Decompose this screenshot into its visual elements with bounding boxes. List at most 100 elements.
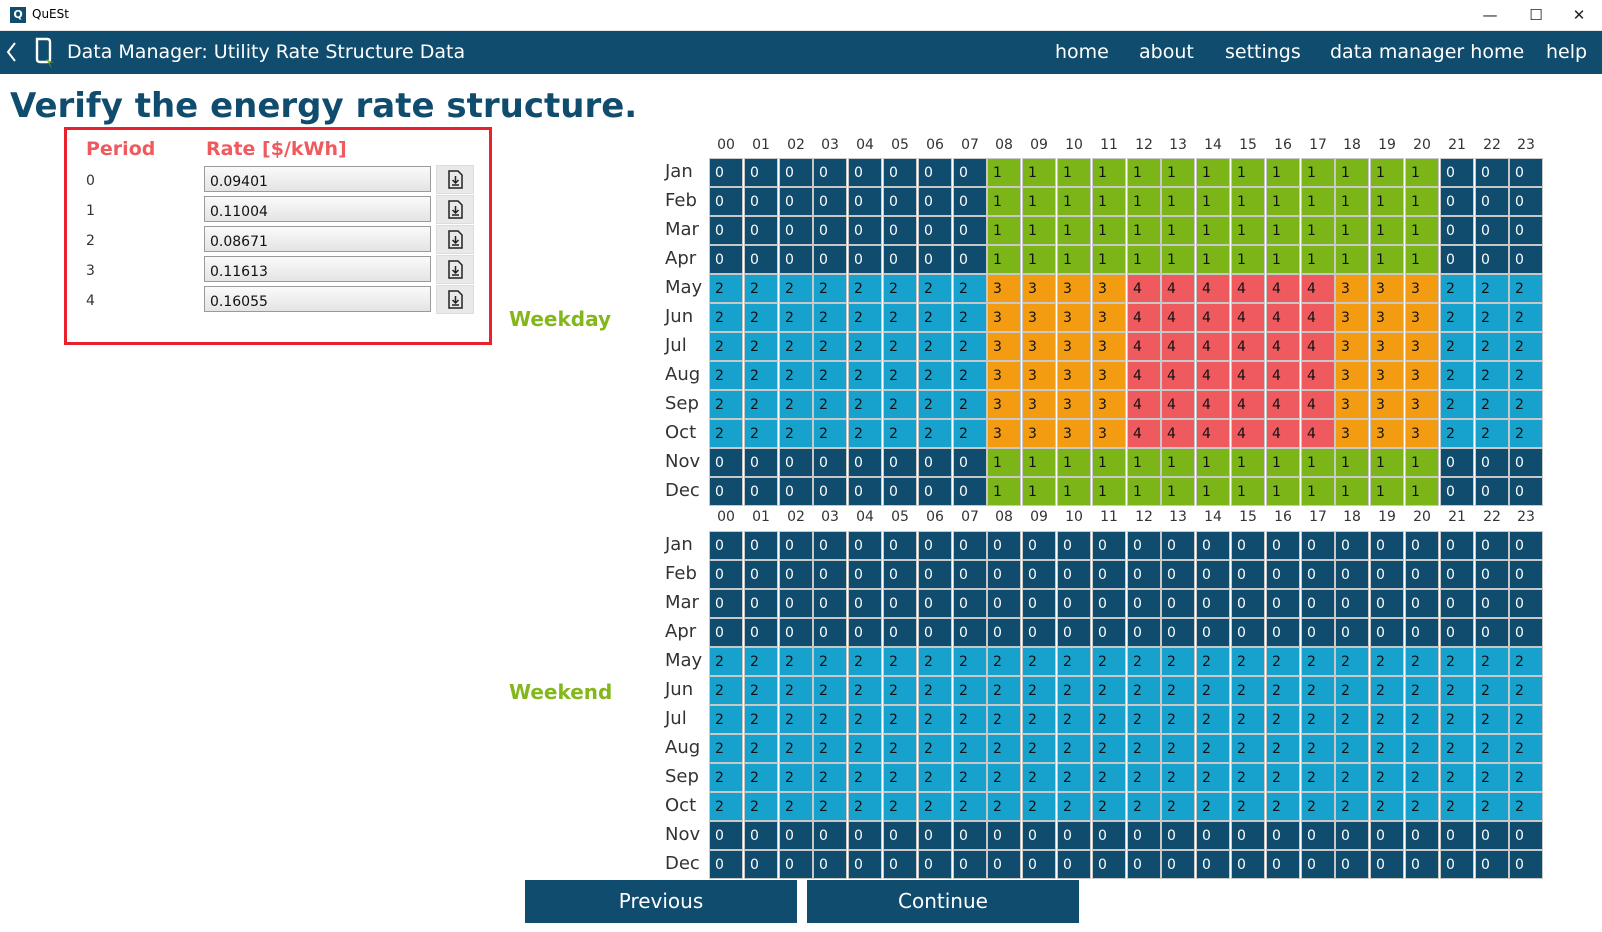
save-rate-button[interactable] <box>436 165 474 194</box>
rate-input[interactable] <box>204 166 431 192</box>
schedule-cell[interactable]: 2 <box>918 792 952 821</box>
rate-input[interactable] <box>204 286 431 312</box>
schedule-cell[interactable]: 4 <box>1231 361 1265 390</box>
schedule-cell[interactable]: 2 <box>1440 792 1474 821</box>
schedule-cell[interactable]: 2 <box>848 763 882 792</box>
schedule-cell[interactable]: 1 <box>1196 245 1230 274</box>
schedule-cell[interactable]: 0 <box>1405 531 1439 560</box>
schedule-cell[interactable]: 3 <box>1092 361 1126 390</box>
schedule-cell[interactable]: 0 <box>1335 531 1369 560</box>
schedule-cell[interactable]: 0 <box>918 589 952 618</box>
schedule-cell[interactable]: 0 <box>1475 477 1509 506</box>
schedule-cell[interactable]: 2 <box>883 361 917 390</box>
schedule-cell[interactable]: 2 <box>918 303 952 332</box>
schedule-cell[interactable]: 0 <box>1092 618 1126 647</box>
schedule-cell[interactable]: 0 <box>1335 850 1369 879</box>
schedule-cell[interactable]: 4 <box>1127 303 1161 332</box>
schedule-cell[interactable]: 0 <box>709 448 743 477</box>
schedule-cell[interactable]: 1 <box>987 477 1021 506</box>
schedule-cell[interactable]: 2 <box>779 792 813 821</box>
schedule-cell[interactable]: 0 <box>709 821 743 850</box>
schedule-cell[interactable]: 1 <box>1127 158 1161 187</box>
nav-link-settings[interactable]: settings <box>1225 41 1301 63</box>
schedule-cell[interactable]: 2 <box>709 734 743 763</box>
schedule-cell[interactable]: 2 <box>813 390 847 419</box>
schedule-cell[interactable]: 2 <box>1509 274 1543 303</box>
schedule-cell[interactable]: 2 <box>1127 705 1161 734</box>
schedule-cell[interactable]: 0 <box>1335 821 1369 850</box>
schedule-cell[interactable]: 0 <box>1127 850 1161 879</box>
schedule-cell[interactable]: 1 <box>1022 448 1056 477</box>
schedule-cell[interactable]: 2 <box>813 676 847 705</box>
schedule-cell[interactable]: 2 <box>918 274 952 303</box>
schedule-cell[interactable]: 4 <box>1127 361 1161 390</box>
schedule-cell[interactable]: 0 <box>779 560 813 589</box>
schedule-cell[interactable]: 4 <box>1266 332 1300 361</box>
schedule-cell[interactable]: 0 <box>1335 618 1369 647</box>
schedule-cell[interactable]: 2 <box>744 676 778 705</box>
schedule-cell[interactable]: 2 <box>1475 705 1509 734</box>
schedule-cell[interactable]: 0 <box>813 850 847 879</box>
schedule-cell[interactable]: 2 <box>953 647 987 676</box>
schedule-cell[interactable]: 2 <box>1022 763 1056 792</box>
schedule-cell[interactable]: 3 <box>1092 419 1126 448</box>
schedule-cell[interactable]: 0 <box>1231 560 1265 589</box>
schedule-cell[interactable]: 2 <box>709 303 743 332</box>
schedule-cell[interactable]: 2 <box>1057 734 1091 763</box>
schedule-cell[interactable]: 0 <box>1231 850 1265 879</box>
schedule-cell[interactable]: 3 <box>1092 390 1126 419</box>
schedule-cell[interactable]: 0 <box>709 618 743 647</box>
schedule-cell[interactable]: 1 <box>1161 216 1195 245</box>
schedule-cell[interactable]: 3 <box>1405 274 1439 303</box>
schedule-cell[interactable]: 2 <box>1161 705 1195 734</box>
schedule-cell[interactable]: 2 <box>883 792 917 821</box>
schedule-cell[interactable]: 0 <box>883 850 917 879</box>
schedule-cell[interactable]: 3 <box>1405 361 1439 390</box>
schedule-cell[interactable]: 2 <box>1475 763 1509 792</box>
schedule-cell[interactable]: 2 <box>1196 647 1230 676</box>
schedule-cell[interactable]: 2 <box>813 361 847 390</box>
schedule-cell[interactable]: 0 <box>813 158 847 187</box>
schedule-cell[interactable]: 0 <box>1475 448 1509 477</box>
schedule-cell[interactable]: 1 <box>1370 448 1404 477</box>
schedule-cell[interactable]: 0 <box>1509 448 1543 477</box>
schedule-cell[interactable]: 0 <box>883 618 917 647</box>
schedule-cell[interactable]: 0 <box>953 245 987 274</box>
schedule-cell[interactable]: 0 <box>1266 821 1300 850</box>
schedule-cell[interactable]: 2 <box>744 332 778 361</box>
schedule-cell[interactable]: 1 <box>1266 158 1300 187</box>
schedule-cell[interactable]: 0 <box>1057 531 1091 560</box>
schedule-cell[interactable]: 2 <box>848 705 882 734</box>
schedule-cell[interactable]: 0 <box>1509 618 1543 647</box>
nav-link-help[interactable]: help <box>1546 41 1588 63</box>
schedule-cell[interactable]: 0 <box>848 187 882 216</box>
schedule-cell[interactable]: 1 <box>1196 477 1230 506</box>
schedule-cell[interactable]: 2 <box>779 361 813 390</box>
schedule-cell[interactable]: 2 <box>1092 763 1126 792</box>
schedule-cell[interactable]: 0 <box>1440 560 1474 589</box>
schedule-cell[interactable]: 0 <box>883 821 917 850</box>
schedule-cell[interactable]: 4 <box>1127 419 1161 448</box>
schedule-cell[interactable]: 0 <box>779 448 813 477</box>
schedule-cell[interactable]: 2 <box>1301 734 1335 763</box>
schedule-cell[interactable]: 3 <box>1405 332 1439 361</box>
schedule-cell[interactable]: 2 <box>1161 734 1195 763</box>
schedule-cell[interactable]: 0 <box>918 477 952 506</box>
schedule-cell[interactable]: 0 <box>1475 531 1509 560</box>
schedule-cell[interactable]: 1 <box>987 448 1021 477</box>
schedule-cell[interactable]: 2 <box>1092 792 1126 821</box>
schedule-cell[interactable]: 4 <box>1161 274 1195 303</box>
schedule-cell[interactable]: 3 <box>1405 390 1439 419</box>
schedule-cell[interactable]: 0 <box>1022 618 1056 647</box>
schedule-cell[interactable]: 0 <box>1266 618 1300 647</box>
schedule-cell[interactable]: 0 <box>744 477 778 506</box>
schedule-cell[interactable]: 2 <box>1440 419 1474 448</box>
continue-button[interactable]: Continue <box>807 880 1079 923</box>
schedule-cell[interactable]: 2 <box>709 647 743 676</box>
schedule-cell[interactable]: 1 <box>1231 448 1265 477</box>
schedule-cell[interactable]: 4 <box>1266 303 1300 332</box>
schedule-cell[interactable]: 2 <box>744 419 778 448</box>
schedule-cell[interactable]: 0 <box>1405 850 1439 879</box>
schedule-cell[interactable]: 1 <box>1092 216 1126 245</box>
schedule-cell[interactable]: 0 <box>1092 589 1126 618</box>
